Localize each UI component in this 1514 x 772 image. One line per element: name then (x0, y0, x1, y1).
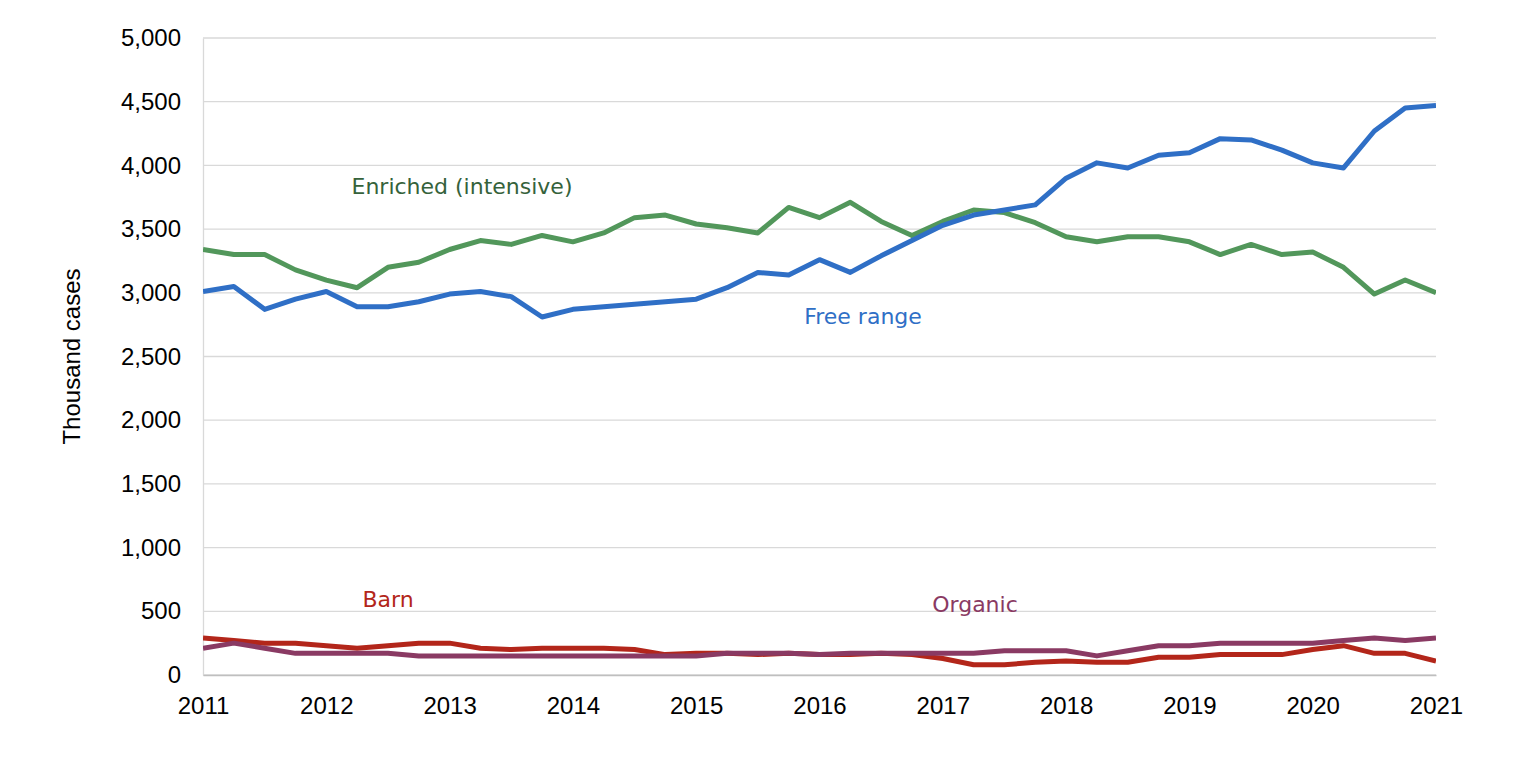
x-tick: 2012 (300, 675, 353, 719)
x-tick: 2016 (793, 675, 846, 719)
series-label: Barn (362, 587, 413, 612)
y-tick-label: 2,000 (121, 406, 181, 433)
y-tick: 500 (141, 597, 203, 624)
series-lines (203, 106, 1436, 665)
grid-line (203, 165, 1436, 166)
y-tick: 3,500 (121, 215, 203, 242)
grid-line (203, 228, 1436, 229)
y-tick-label: 5,000 (121, 24, 181, 51)
plot: 0 500 1,000 1,500 2,000 2,500 3,000 3,500 4,000 4… (121, 24, 1463, 719)
y-tick: 0 (168, 661, 203, 688)
x-tick-label: 2020 (1287, 692, 1340, 719)
grid-line (203, 547, 1436, 548)
grid-line (203, 483, 1436, 484)
y-tick-label: 500 (141, 597, 181, 624)
x-tick: 2014 (547, 675, 600, 719)
y-tick-label: 4,000 (121, 152, 181, 179)
x-tick: 2011 (178, 675, 230, 719)
grid-line (203, 420, 1436, 421)
x-tick: 2020 (1287, 675, 1340, 719)
y-axis: 0 500 1,000 1,500 2,000 2,500 3,000 3,500 4,000 4… (121, 24, 204, 688)
chart: 0 500 1,000 1,500 2,000 2,500 3,000 3,500 4,000 4… (0, 0, 1514, 772)
x-tick-label: 2016 (793, 692, 846, 719)
y-axis-title: Thousand cases (58, 268, 85, 444)
series-label: Enriched (intensive) (352, 174, 573, 199)
x-tick-label: 2011 (178, 692, 230, 719)
series-line (203, 638, 1436, 665)
series-line (203, 638, 1436, 656)
y-tick-label: 1,000 (121, 534, 181, 561)
x-tick-label: 2021 (1410, 692, 1463, 719)
y-tick-label: 1,500 (121, 470, 181, 497)
grid-line (203, 292, 1436, 293)
y-tick: 1,000 (121, 534, 203, 561)
x-tick: 2013 (423, 675, 476, 719)
x-tick: 2021 (1410, 675, 1463, 719)
y-tick: 2,500 (121, 343, 203, 370)
x-tick-label: 2014 (547, 692, 600, 719)
y-tick: 4,000 (121, 152, 203, 179)
x-tick: 2017 (917, 675, 970, 719)
y-tick: 2,000 (121, 406, 203, 433)
y-tick-label: 3,000 (121, 279, 181, 306)
y-tick: 1,500 (121, 470, 203, 497)
x-tick-label: 2013 (423, 692, 476, 719)
grid-line (203, 356, 1436, 357)
y-tick-label: 2,500 (121, 343, 181, 370)
y-tick-label: 4,500 (121, 88, 181, 115)
grid-line (203, 101, 1436, 102)
x-tick-label: 2012 (300, 692, 353, 719)
y-axis-line (203, 39, 204, 676)
y-tick-label: 3,500 (121, 215, 181, 242)
x-tick-label: 2019 (1163, 692, 1216, 719)
y-tick: 3,000 (121, 279, 203, 306)
x-tick-label: 2017 (917, 692, 970, 719)
x-axis: 2011 2012 2013 2014 2015 2016 2017 2018 2019 2020… (178, 675, 1464, 719)
x-tick: 2015 (670, 675, 723, 719)
x-tick-label: 2018 (1040, 692, 1093, 719)
x-tick: 2019 (1163, 675, 1216, 719)
series-label: Free range (804, 304, 922, 329)
x-tick: 2018 (1040, 675, 1093, 719)
series-line (203, 202, 1436, 294)
grid-line (203, 37, 1436, 38)
y-tick-label: 0 (168, 661, 181, 688)
y-tick: 5,000 (121, 24, 203, 51)
grid (203, 38, 1436, 675)
series-line (203, 106, 1436, 317)
grid-line (203, 674, 1436, 675)
x-tick-label: 2015 (670, 692, 723, 719)
x-axis-line (204, 675, 1437, 677)
series-labels: Enriched (intensive) Free range Barn Organi… (352, 174, 1018, 617)
series-label: Organic (932, 592, 1018, 617)
y-tick: 4,500 (121, 88, 203, 115)
